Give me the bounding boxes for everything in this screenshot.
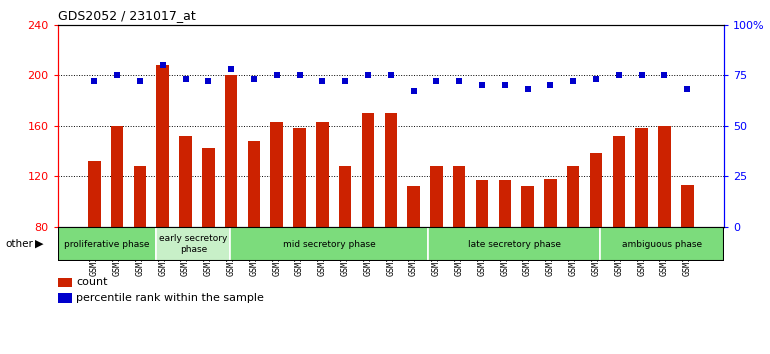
Point (111, 73, 123, 78)
Bar (134, 166, 146, 227)
Point (499, 82, 511, 88)
Point (293, 73, 306, 78)
Point (521, 86, 534, 92)
Point (270, 73, 283, 78)
Bar (339, 166, 351, 227)
Text: other: other (5, 239, 33, 249)
Bar (248, 141, 260, 227)
Point (203, 79, 215, 84)
Text: proliferative phase: proliferative phase (65, 240, 150, 249)
Bar (111, 126, 123, 227)
Point (134, 79, 146, 84)
Point (407, 88, 420, 94)
Point (248, 76, 260, 82)
Point (635, 73, 648, 78)
Bar (58, 227, 156, 261)
Bar (179, 136, 192, 227)
Point (453, 79, 465, 84)
Bar (362, 113, 374, 227)
Bar (88, 161, 101, 227)
Text: GDS2052 / 231017_at: GDS2052 / 231017_at (58, 9, 196, 22)
Bar (590, 153, 602, 227)
Text: mid secretory phase: mid secretory phase (283, 240, 376, 249)
Point (225, 66, 237, 72)
Bar (316, 122, 329, 227)
Bar (156, 65, 169, 227)
Point (384, 73, 397, 78)
Point (544, 82, 557, 88)
Bar (658, 126, 671, 227)
Point (613, 73, 625, 78)
Bar (498, 180, 511, 227)
Point (362, 73, 374, 78)
Text: late secretory phase: late secretory phase (467, 240, 561, 249)
Bar (156, 227, 230, 261)
Text: percentile rank within the sample: percentile rank within the sample (76, 293, 264, 303)
Bar (681, 185, 694, 227)
Point (430, 79, 443, 84)
Point (658, 73, 671, 78)
Bar (407, 186, 420, 227)
Bar (476, 180, 488, 227)
Bar (384, 113, 397, 227)
Point (476, 82, 488, 88)
Bar (270, 122, 283, 227)
Bar (521, 186, 534, 227)
Point (681, 86, 694, 92)
Point (179, 76, 192, 82)
Bar (613, 136, 625, 227)
Bar (293, 128, 306, 227)
Bar (453, 166, 465, 227)
Text: ▶: ▶ (35, 239, 43, 249)
Point (567, 79, 579, 84)
Bar (635, 128, 648, 227)
Bar (428, 227, 601, 261)
Bar (601, 227, 724, 261)
Point (156, 62, 169, 68)
Bar (430, 166, 443, 227)
Point (339, 79, 351, 84)
Point (88, 79, 100, 84)
Text: early secretory
phase: early secretory phase (159, 234, 228, 254)
Bar (567, 166, 580, 227)
Point (590, 76, 602, 82)
Bar (230, 227, 428, 261)
Bar (202, 148, 215, 227)
Text: count: count (76, 278, 108, 287)
Text: ambiguous phase: ambiguous phase (622, 240, 702, 249)
Bar (544, 179, 557, 227)
Point (316, 79, 329, 84)
Bar (225, 75, 237, 227)
